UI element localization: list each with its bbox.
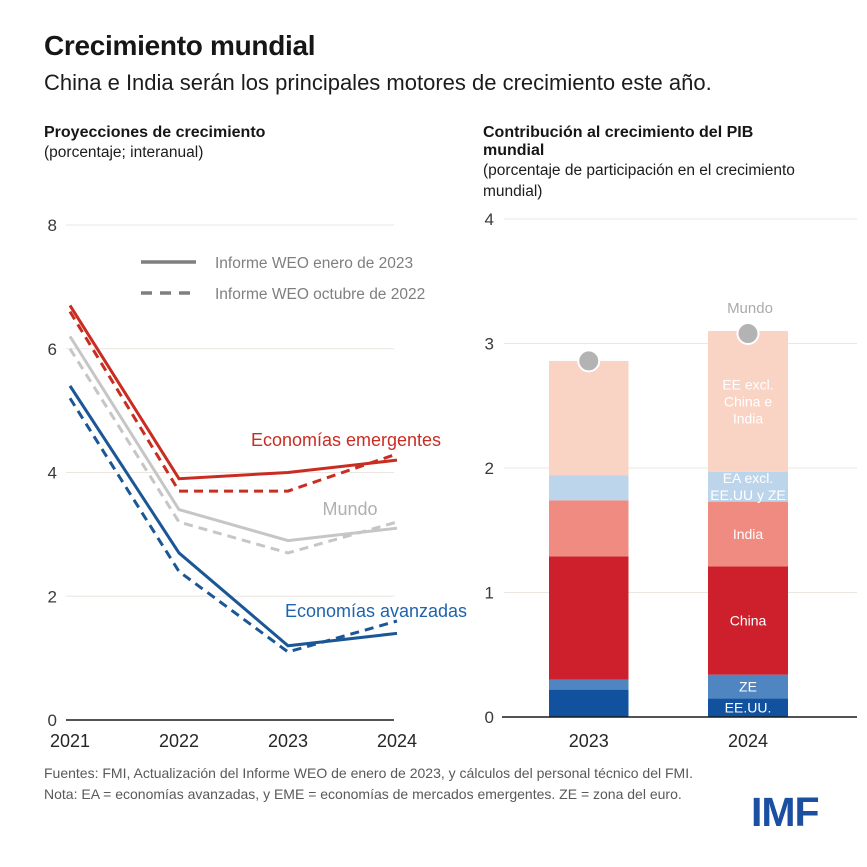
svg-text:EE excl.: EE excl. (722, 376, 773, 392)
svg-text:8: 8 (48, 216, 57, 235)
svg-text:EE.UU.: EE.UU. (725, 700, 772, 716)
svg-text:0: 0 (485, 708, 494, 727)
note-line: Nota: EA = economías avanzadas, y EME = … (44, 786, 682, 802)
svg-text:0: 0 (48, 711, 57, 730)
svg-text:1: 1 (485, 584, 494, 603)
svg-text:ZE: ZE (739, 678, 757, 694)
page-subtitle: China e India serán los principales moto… (44, 70, 712, 95)
svg-text:4: 4 (48, 464, 57, 483)
svg-text:Informe WEO enero de 2023: Informe WEO enero de 2023 (215, 255, 413, 272)
svg-text:3: 3 (485, 335, 494, 354)
svg-text:2023: 2023 (268, 731, 308, 751)
svg-text:China: China (730, 613, 767, 629)
svg-text:2022: 2022 (159, 731, 199, 751)
source-line: Fuentes: FMI, Actualización del Informe … (44, 765, 693, 781)
left-panel-subtitle: (porcentaje; interanual) (44, 144, 204, 161)
svg-text:2024: 2024 (728, 731, 768, 751)
svg-text:India: India (733, 526, 764, 542)
svg-text:China e: China e (724, 393, 772, 409)
svg-text:2024: 2024 (377, 731, 417, 751)
gdp-contribution-bar-chart: 0 1 2 3 4 EE.UU. ZE China India EA excl.EE.UU y Z… (485, 210, 857, 751)
svg-text:Economías emergentes: Economías emergentes (251, 430, 441, 450)
svg-text:EE.UU y ZE: EE.UU y ZE (710, 487, 785, 503)
svg-text:2: 2 (48, 587, 57, 606)
svg-text:EA excl.: EA excl. (723, 470, 774, 486)
right-panel-header: Contribución al crecimiento del PIB mund… (483, 124, 813, 202)
svg-text:2021: 2021 (50, 731, 90, 751)
left-panel-header: Proyecciones de crecimiento (porcentaje;… (44, 124, 424, 163)
svg-text:2: 2 (485, 459, 494, 478)
source-note: Fuentes: FMI, Actualización del Informe … (44, 763, 824, 805)
svg-text:4: 4 (485, 210, 494, 229)
svg-text:India: India (733, 410, 764, 426)
svg-text:Mundo: Mundo (727, 300, 773, 317)
svg-text:Informe WEO octubre de 2022: Informe WEO octubre de 2022 (215, 286, 425, 303)
right-panel-subtitle: (porcentaje de participación en el creci… (483, 162, 795, 200)
growth-projections-line-chart: 0 2 4 6 8 2021 2022 2023 2024 Informe WEO enero d… (48, 216, 468, 751)
svg-text:2023: 2023 (569, 731, 609, 751)
left-panel-title: Proyecciones de crecimiento (44, 124, 266, 141)
page-title: Crecimiento mundial (44, 30, 316, 61)
imf-logo: IMF (751, 789, 820, 835)
right-panel-title: Contribución al crecimiento del PIB mund… (483, 124, 754, 159)
svg-text:Economías avanzadas: Economías avanzadas (285, 601, 467, 621)
svg-text:Mundo: Mundo (322, 499, 377, 519)
svg-text:6: 6 (48, 340, 57, 359)
